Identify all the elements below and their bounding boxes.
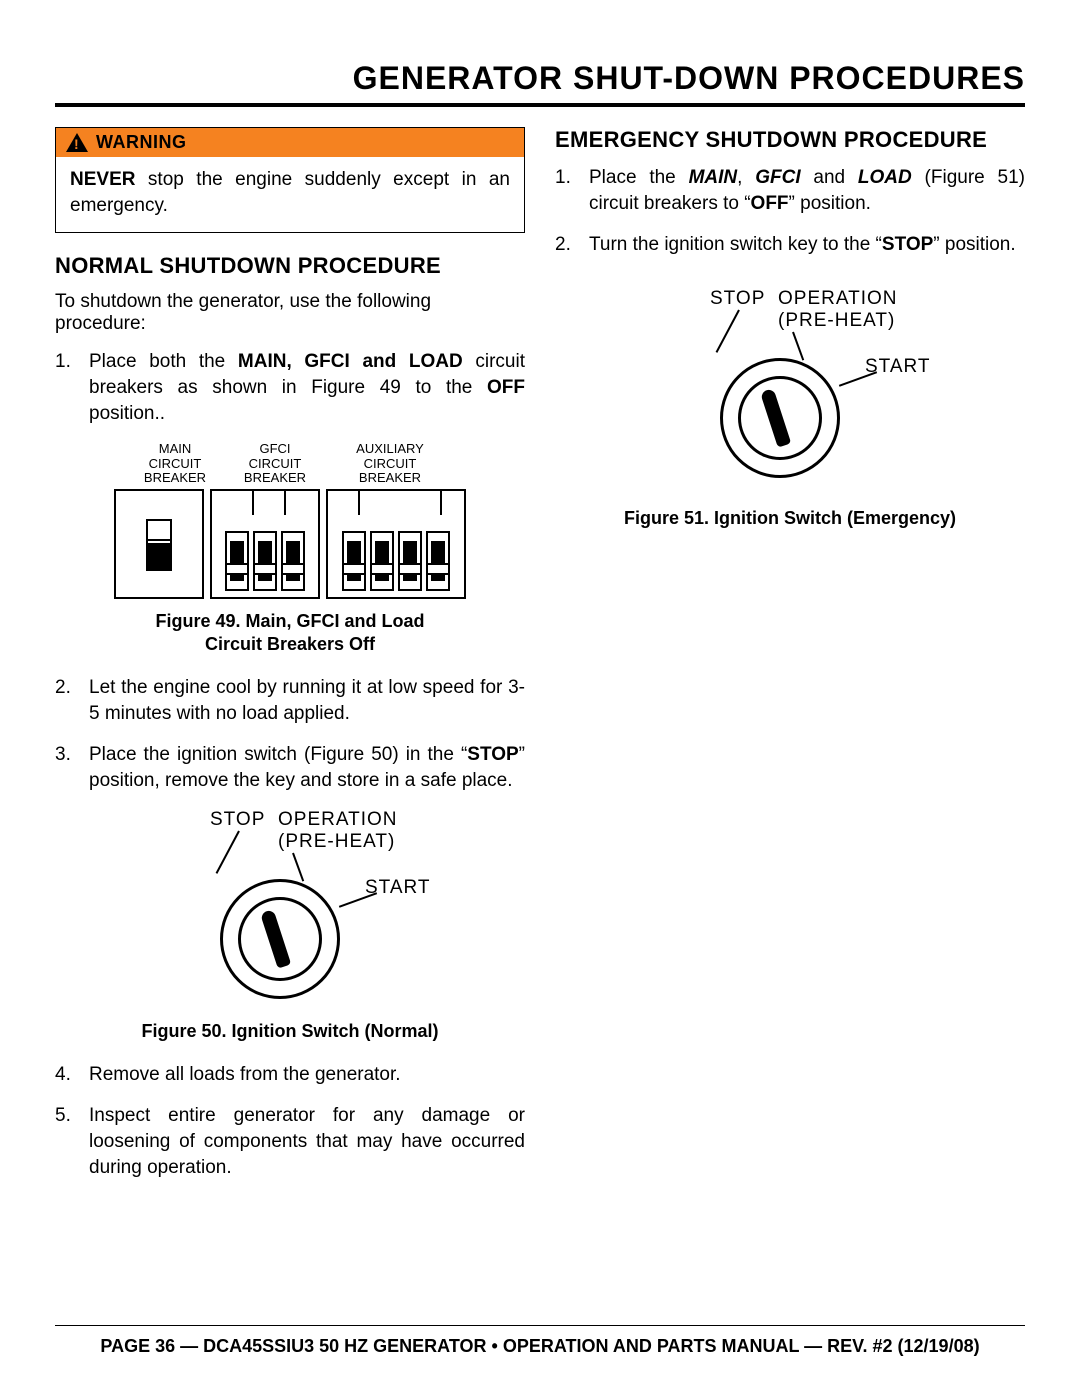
gfci-switch-icon bbox=[281, 531, 305, 591]
normal-step-1: Place both the MAIN, GFCI and LOAD circu… bbox=[55, 349, 525, 426]
gfci-switch-icon bbox=[253, 531, 277, 591]
label-gfci: GFCICIRCUITBREAKER bbox=[225, 442, 325, 485]
aux-switch-icon bbox=[426, 531, 450, 591]
ign-line-icon bbox=[216, 831, 240, 874]
ign-label-stop: STOP bbox=[710, 288, 765, 310]
normal-steps-cont1: Let the engine cool by running it at low… bbox=[55, 675, 525, 794]
ign-label-operation: OPERATION bbox=[778, 288, 898, 310]
gfci-switch-icon bbox=[225, 531, 249, 591]
ignition-switch-diagram: STOP OPERATION (PRE-HEAT) START bbox=[660, 288, 920, 488]
normal-step-3: Place the ignition switch (Figure 50) in… bbox=[55, 742, 525, 793]
left-column: WARNING NEVER stop the engine suddenly e… bbox=[55, 127, 525, 1196]
ignition-switch-diagram: STOP OPERATION (PRE-HEAT) START bbox=[160, 809, 420, 1009]
ign-label-preheat: (PRE-HEAT) bbox=[278, 831, 395, 853]
ign-line-icon bbox=[792, 332, 804, 361]
ign-line-icon bbox=[716, 309, 740, 352]
gfci-breaker-panel bbox=[210, 489, 320, 599]
warning-label: WARNING bbox=[96, 132, 187, 153]
emergency-step-2: Turn the ignition switch key to the “STO… bbox=[555, 232, 1025, 258]
warning-body: NEVER stop the engine suddenly except in… bbox=[56, 157, 524, 232]
breaker-diagram: MAINCIRCUITBREAKER GFCICIRCUITBREAKER AU… bbox=[114, 442, 466, 599]
warning-triangle-icon bbox=[66, 133, 88, 152]
aux-switch-icon bbox=[370, 531, 394, 591]
normal-steps: Place both the MAIN, GFCI and LOAD circu… bbox=[55, 349, 525, 426]
normal-heading: NORMAL SHUTDOWN PROCEDURE bbox=[55, 253, 525, 279]
aux-switch-icon bbox=[398, 531, 422, 591]
normal-intro: To shutdown the generator, use the follo… bbox=[55, 291, 525, 335]
normal-steps-cont2: Remove all loads from the generator. Ins… bbox=[55, 1062, 525, 1181]
label-aux: AUXILIARYCIRCUITBREAKER bbox=[325, 442, 455, 485]
ign-line-icon bbox=[292, 853, 304, 882]
warning-header: WARNING bbox=[56, 128, 524, 157]
breaker-labels: MAINCIRCUITBREAKER GFCICIRCUITBREAKER AU… bbox=[114, 442, 466, 485]
ign-line-icon bbox=[839, 371, 877, 387]
right-column: EMERGENCY SHUTDOWN PROCEDURE Place the M… bbox=[555, 127, 1025, 1196]
warning-never: NEVER bbox=[70, 169, 135, 190]
figure-50: STOP OPERATION (PRE-HEAT) START Figure 5… bbox=[55, 809, 525, 1043]
normal-step-2: Let the engine cool by running it at low… bbox=[55, 675, 525, 726]
main-breaker-panel bbox=[114, 489, 204, 599]
page-title: GENERATOR SHUT-DOWN PROCEDURES bbox=[55, 60, 1025, 107]
emergency-step-1: Place the MAIN, GFCI and LOAD (Figure 51… bbox=[555, 165, 1025, 216]
ign-line-icon bbox=[339, 893, 377, 909]
warning-box: WARNING NEVER stop the engine suddenly e… bbox=[55, 127, 525, 233]
ign-label-operation: OPERATION bbox=[278, 809, 398, 831]
figure-51-caption: Figure 51. Ignition Switch (Emergency) bbox=[555, 507, 1025, 530]
ign-label-start: START bbox=[365, 877, 431, 899]
ign-label-preheat: (PRE-HEAT) bbox=[778, 310, 895, 332]
emergency-heading: EMERGENCY SHUTDOWN PROCEDURE bbox=[555, 127, 1025, 153]
figure-49-caption: Figure 49. Main, GFCI and Load Circuit B… bbox=[55, 610, 525, 657]
warning-rest: stop the engine suddenly except in an em… bbox=[70, 169, 510, 216]
figure-51: STOP OPERATION (PRE-HEAT) START Figure 5… bbox=[555, 288, 1025, 530]
figure-49: MAINCIRCUITBREAKER GFCICIRCUITBREAKER AU… bbox=[55, 442, 525, 657]
label-main: MAINCIRCUITBREAKER bbox=[125, 442, 225, 485]
normal-step-5: Inspect entire generator for any damage … bbox=[55, 1103, 525, 1180]
aux-breaker-panel bbox=[326, 489, 466, 599]
emergency-steps: Place the MAIN, GFCI and LOAD (Figure 51… bbox=[555, 165, 1025, 258]
ign-label-start: START bbox=[865, 356, 931, 378]
aux-switch-icon bbox=[342, 531, 366, 591]
main-switch-icon bbox=[146, 519, 172, 571]
normal-step-4: Remove all loads from the generator. bbox=[55, 1062, 525, 1088]
page-footer: PAGE 36 — DCA45SSIU3 50 HZ GENERATOR • O… bbox=[55, 1325, 1025, 1357]
content-columns: WARNING NEVER stop the engine suddenly e… bbox=[55, 127, 1025, 1196]
figure-50-caption: Figure 50. Ignition Switch (Normal) bbox=[55, 1020, 525, 1043]
breaker-panels bbox=[114, 489, 466, 599]
ign-label-stop: STOP bbox=[210, 809, 265, 831]
